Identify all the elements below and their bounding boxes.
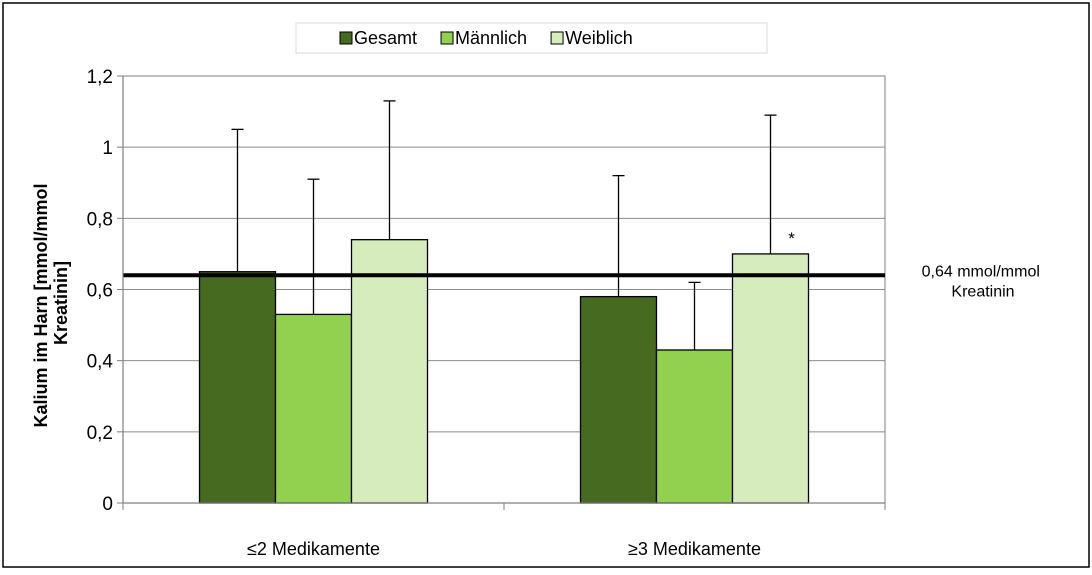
bar: [350, 239, 429, 504]
legend-box: [295, 22, 768, 54]
bar: [579, 295, 658, 504]
y-tick-label: 0,2: [87, 423, 113, 444]
bar: [731, 253, 810, 504]
reference-line-label-line-2: Kreatinin: [951, 283, 1014, 300]
x-tick-label: ≥3 Medikamente: [628, 539, 761, 559]
y-tick-label: 1,2: [87, 67, 113, 88]
y-axis-label: Kalium im Harn [mmol/mmol Kreatinin]: [31, 178, 71, 427]
y-axis-label-line-2: Kreatinin]: [51, 261, 71, 345]
bar: [274, 313, 353, 504]
y-axis-label-line-1: Kalium im Harn [mmol/mmol: [31, 183, 51, 427]
legend-label: Weiblich: [565, 28, 633, 48]
legend-swatch: [339, 31, 353, 45]
annotations: *: [788, 229, 795, 248]
axes: [117, 75, 886, 510]
y-tick-labels: 0 0,2 0,4 0,6 0,8 1 1,2: [87, 67, 114, 515]
bar: [655, 349, 734, 504]
legend-label: Männlich: [455, 28, 527, 48]
y-tick-label: 0,4: [87, 352, 114, 373]
x-tick-label: ≤2 Medikamente: [247, 539, 380, 559]
bars: [198, 239, 810, 504]
legend-swatch: [440, 31, 454, 45]
bar: [198, 271, 277, 504]
legend-swatch: [550, 31, 564, 45]
y-tick-label: 0,6: [87, 281, 113, 302]
significance-marker: *: [788, 229, 795, 248]
reference-line-label: 0,64 mmol/mmol Kreatinin: [922, 263, 1045, 300]
legend-label: Gesamt: [354, 28, 417, 48]
legend: Gesamt Männlich Weiblich: [295, 22, 768, 54]
x-tick-labels: ≤2 Medikamente ≥3 Medikamente: [247, 539, 761, 559]
y-tick-label: 1: [102, 138, 113, 159]
y-tick-label: 0,8: [87, 209, 113, 230]
reference-line-label-line-1: 0,64 mmol/mmol: [922, 263, 1040, 280]
y-tick-label: 0: [102, 494, 113, 515]
